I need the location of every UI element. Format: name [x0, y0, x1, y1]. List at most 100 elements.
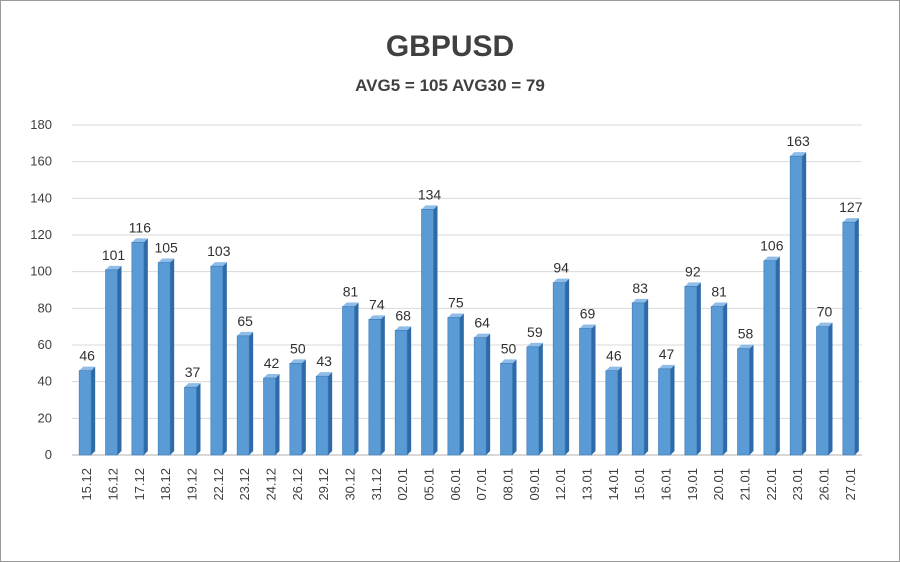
bar	[710, 302, 728, 456]
y-axis: 0 20 40 60 80 100 120 140 160 180	[30, 117, 52, 462]
x-tick-label: 26.01	[817, 468, 832, 501]
data-label: 64	[474, 315, 490, 331]
data-label: 47	[659, 346, 675, 362]
y-tick-label: 40	[38, 374, 52, 389]
bar	[263, 374, 280, 456]
data-label: 74	[369, 296, 385, 312]
data-label: 43	[316, 353, 332, 369]
data-label: 106	[760, 238, 784, 254]
x-axis: 15.12 16.12 17.12 18.12 19.12 22.12 23.12 24.12…	[79, 468, 858, 501]
bar	[394, 326, 412, 456]
data-label: 65	[237, 313, 253, 329]
x-tick-label: 29.12	[316, 468, 331, 501]
x-tick-label: 08.01	[501, 468, 516, 501]
x-tick-label: 22.12	[211, 468, 226, 501]
data-label: 83	[632, 280, 648, 296]
y-tick-label: 60	[38, 337, 52, 352]
x-tick-label: 24.12	[264, 468, 279, 501]
x-tick-label: 16.01	[659, 468, 674, 501]
bar	[78, 366, 96, 456]
data-label: 50	[501, 340, 517, 356]
x-tick-label: 17.12	[132, 468, 147, 501]
x-tick-label: 13.01	[580, 468, 595, 501]
data-label: 105	[154, 240, 178, 256]
x-tick-label: 26.12	[290, 468, 305, 501]
data-label: 46	[606, 348, 622, 364]
bar	[184, 383, 201, 456]
bar	[579, 324, 596, 456]
data-label: 163	[786, 133, 810, 149]
data-label: 68	[395, 307, 411, 323]
data-label: 50	[290, 340, 306, 356]
x-tick-label: 19.01	[685, 468, 700, 501]
bar	[447, 313, 464, 456]
x-tick-label: 18.12	[158, 468, 173, 501]
bar	[631, 298, 649, 456]
bar	[737, 344, 754, 456]
y-tick-label: 20	[38, 410, 52, 425]
y-tick-label: 140	[30, 190, 52, 205]
y-tick-label: 0	[45, 447, 52, 462]
x-tick-label: 06.01	[448, 468, 463, 501]
bar	[658, 364, 675, 456]
bar	[236, 331, 254, 456]
bar	[210, 262, 227, 456]
data-label: 81	[711, 284, 727, 300]
data-label: 127	[839, 199, 863, 215]
x-tick-label: 19.12	[185, 468, 200, 501]
bar	[342, 302, 359, 456]
y-tick-label: 180	[30, 117, 52, 132]
x-tick-label: 31.12	[369, 468, 384, 501]
data-label: 46	[79, 348, 95, 364]
data-label: 75	[448, 295, 464, 311]
x-tick-label: 02.01	[395, 468, 410, 501]
data-label: 134	[418, 186, 442, 202]
data-label: 103	[207, 243, 231, 259]
bar	[816, 322, 833, 456]
x-tick-label: 23.01	[790, 468, 805, 501]
bar	[789, 152, 807, 456]
x-tick-label: 16.12	[106, 468, 121, 501]
bar	[526, 342, 543, 456]
bar	[105, 265, 122, 456]
bar	[131, 238, 148, 456]
data-label: 69	[580, 306, 596, 322]
x-tick-label: 09.01	[527, 468, 542, 501]
bar	[473, 333, 491, 456]
x-tick-label: 23.12	[237, 468, 252, 501]
bar	[684, 282, 701, 456]
x-tick-label: 05.01	[422, 468, 437, 501]
x-tick-label: 21.01	[738, 468, 753, 501]
bar	[763, 256, 780, 456]
bar	[289, 359, 306, 456]
data-label: 58	[738, 326, 754, 342]
data-label: 59	[527, 324, 543, 340]
data-label: 92	[685, 263, 701, 279]
y-tick-label: 100	[30, 264, 52, 279]
y-tick-label: 160	[30, 154, 52, 169]
data-label: 101	[102, 247, 126, 263]
chart-subtitle: AVG5 = 105 AVG30 = 79	[355, 76, 545, 95]
bar	[368, 315, 385, 456]
data-label: 70	[817, 304, 833, 320]
bar	[315, 372, 333, 456]
data-label: 94	[553, 260, 569, 276]
x-tick-label: 30.12	[343, 468, 358, 501]
x-tick-label: 12.01	[553, 468, 568, 501]
x-tick-label: 27.01	[843, 468, 858, 501]
x-tick-label: 07.01	[474, 468, 489, 501]
bar	[421, 205, 438, 456]
chart-title: GBPUSD	[385, 30, 515, 63]
data-label: 42	[264, 355, 280, 371]
bar	[500, 359, 517, 456]
y-tick-label: 120	[30, 227, 52, 242]
x-tick-label: 22.01	[764, 468, 779, 501]
bar	[552, 278, 570, 456]
data-label: 116	[129, 219, 152, 235]
data-label: 81	[343, 284, 359, 300]
x-tick-label: 20.01	[711, 468, 726, 501]
bar	[157, 258, 175, 456]
y-tick-label: 80	[38, 300, 52, 315]
